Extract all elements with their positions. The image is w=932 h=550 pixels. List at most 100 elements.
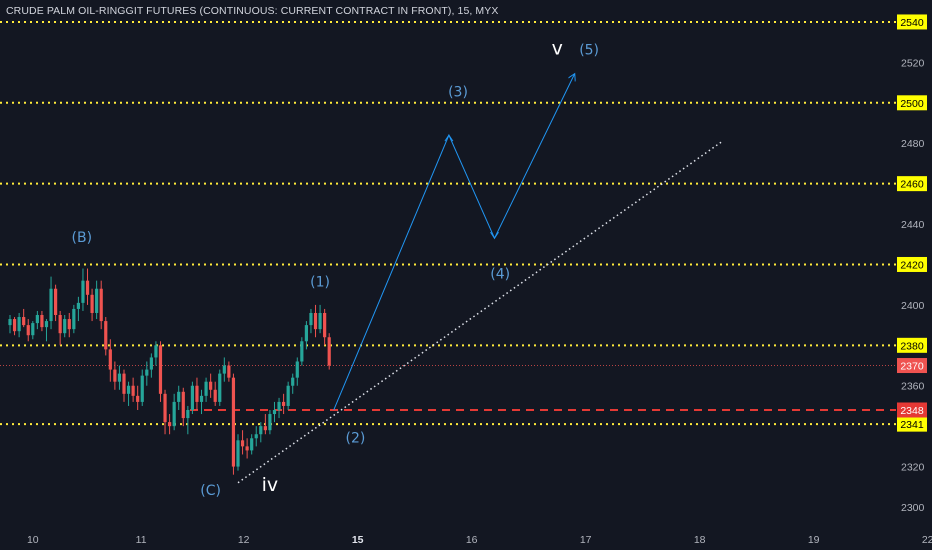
candle-body	[145, 369, 149, 376]
y-tick-label: 2520	[901, 57, 925, 69]
level-tag: 2420	[897, 256, 927, 272]
current-price-tag-text: 2370	[900, 361, 924, 373]
candle-body	[222, 365, 226, 374]
wave-label: (5)	[579, 42, 599, 58]
current-price-tag: 2370	[897, 358, 927, 374]
level-tag-bg	[897, 176, 927, 192]
x-tick-label: 10	[27, 534, 39, 546]
level-tag-bg	[897, 95, 927, 111]
candle-body	[172, 401, 176, 427]
candle-body	[108, 349, 112, 370]
level-tag-bg	[897, 256, 927, 272]
level-tag-bg	[897, 14, 927, 30]
support-tag-text: 2348	[900, 405, 924, 417]
candle-body	[22, 317, 26, 326]
candle-body	[163, 393, 167, 423]
candle-body	[40, 315, 44, 328]
x-tick-label: 11	[136, 534, 147, 546]
level-tag-bg	[897, 416, 927, 432]
candle-body	[99, 288, 103, 322]
candle-body	[90, 294, 94, 313]
projection-path	[333, 75, 575, 411]
support-tag-bg	[897, 402, 927, 418]
candle-body	[295, 361, 299, 378]
candle-body	[309, 312, 313, 326]
candle-body	[190, 385, 194, 410]
candle-body	[8, 319, 12, 326]
candle-body	[199, 395, 204, 402]
candle-body	[44, 321, 49, 328]
candle-body	[131, 385, 135, 396]
level-tag: 2460	[897, 176, 927, 192]
wave-label: (C)	[200, 483, 221, 499]
x-tick-label: 22	[922, 534, 932, 546]
candle-body	[286, 385, 290, 406]
y-tick-label: 2320	[901, 462, 925, 474]
candle-body	[181, 391, 185, 419]
level-tag-bg	[897, 337, 927, 353]
candle-body	[254, 434, 258, 439]
level-tag-text: 2540	[900, 17, 924, 29]
candle-body	[327, 337, 331, 366]
candle-body	[76, 302, 80, 309]
candle-body	[49, 288, 53, 322]
candle-body	[304, 325, 308, 342]
level-tag-text: 2380	[900, 340, 924, 352]
level-tag: 2500	[897, 95, 927, 111]
y-tick-label: 2400	[901, 300, 925, 312]
candle-body	[263, 426, 267, 431]
candle-body	[236, 440, 240, 467]
wave-label: (1)	[310, 275, 330, 291]
wave-label: v	[552, 37, 563, 59]
candle-body	[72, 308, 76, 330]
projection-arrow-peak	[444, 134, 454, 142]
candle-body	[227, 365, 231, 378]
candle-body	[149, 357, 153, 370]
level-tag-text: 2460	[900, 179, 924, 191]
level-tag: 2341	[897, 416, 927, 432]
candle-body	[158, 345, 163, 394]
candle-body	[154, 345, 158, 358]
candle-body	[204, 381, 208, 396]
candle-body	[240, 440, 245, 447]
wave-label: (4)	[490, 267, 510, 283]
wave-label: iv	[262, 474, 279, 496]
candle-body	[313, 312, 318, 330]
y-tick-label: 2360	[901, 381, 925, 393]
x-tick-label: 15	[352, 534, 364, 546]
candle-body	[259, 426, 263, 435]
wave-label: (B)	[72, 230, 93, 246]
candle-body	[268, 414, 272, 431]
candle-body	[272, 409, 277, 415]
candle-body	[113, 369, 117, 382]
candle-body	[300, 341, 304, 362]
candle-body	[323, 312, 327, 338]
candle-body	[231, 377, 236, 467]
candle-body	[117, 373, 122, 382]
candle-body	[67, 319, 71, 330]
support-tag: 2348	[897, 402, 927, 418]
x-tick-label: 19	[808, 534, 820, 546]
current-price-tag-bg	[897, 358, 927, 374]
candle-body	[291, 377, 295, 386]
candle-body	[58, 315, 62, 334]
level-tag-text: 2420	[900, 259, 924, 271]
x-tick-label: 18	[694, 534, 706, 546]
candle-body	[250, 438, 254, 451]
candle-body	[12, 319, 17, 332]
candle-body	[63, 319, 67, 334]
wave-label: (2)	[345, 430, 365, 446]
x-tick-label: 16	[466, 534, 478, 546]
chart-title: CRUDE PALM OIL-RINGGIT FUTURES (CONTINUO…	[6, 5, 499, 17]
x-tick-label: 17	[580, 534, 592, 546]
candle-body	[54, 288, 58, 316]
candle-body	[168, 422, 172, 427]
level-tag-text: 2500	[900, 98, 924, 110]
level-tag: 2380	[897, 337, 927, 353]
candle-body	[177, 391, 181, 402]
candle-body	[26, 325, 30, 336]
level-tag-text: 2341	[900, 419, 924, 431]
candle-body	[104, 321, 108, 350]
